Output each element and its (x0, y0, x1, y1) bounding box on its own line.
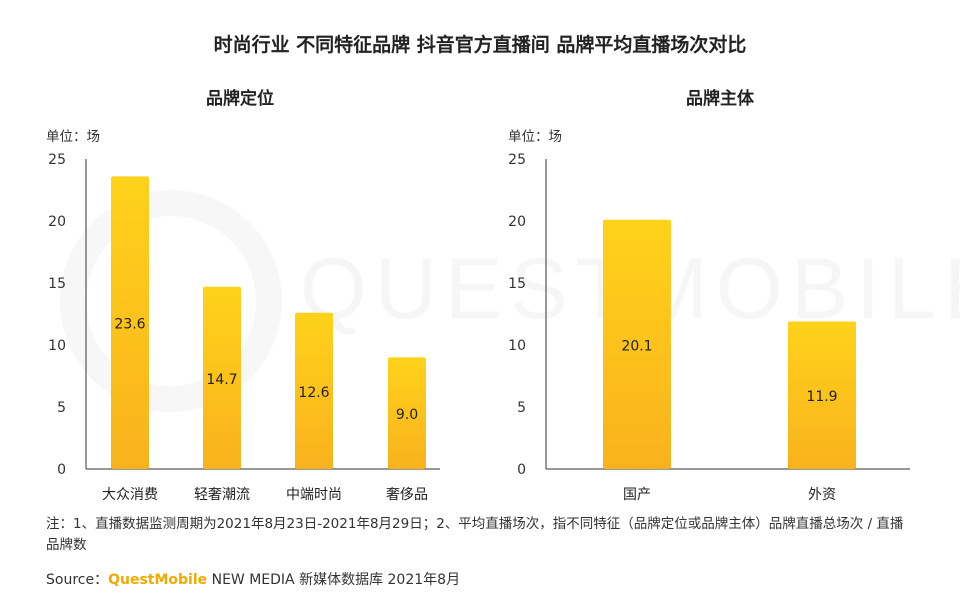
source-brand: QuestMobile (108, 572, 208, 588)
chart-1-y-tick-label: 0 (517, 462, 526, 478)
chart-0-y-tick-label: 20 (48, 214, 66, 230)
chart-1-title: 品牌主体 (686, 88, 755, 109)
chart-0-category-label: 中端时尚 (286, 487, 342, 503)
chart-1-category-label: 外资 (808, 487, 836, 503)
chart-0-y-tick-label: 5 (57, 400, 66, 416)
chart-0-category-label: 大众消费 (102, 487, 158, 503)
chart-0-data-label: 14.7 (206, 372, 237, 388)
chart-0-bar (295, 312, 333, 469)
chart-1-bar (788, 321, 856, 469)
chart-1-bar (603, 219, 671, 469)
chart-1-y-tick-label: 15 (508, 276, 526, 292)
chart-1-data-label: 20.1 (621, 338, 652, 354)
chart-0-y-tick-label: 0 (57, 462, 66, 478)
chart-1-y-tick-label: 10 (508, 338, 526, 354)
chart-0-bar (388, 357, 426, 469)
source-prefix: Source： (46, 572, 109, 588)
chart-1-y-tick-label: 20 (508, 214, 526, 230)
chart-0-category-label: 奢侈品 (386, 487, 428, 503)
footnote: 注：1、直播数据监测周期为2021年8月23日-2021年8月29日；2、平均直… (46, 516, 904, 553)
chart-0-y-tick-label: 10 (48, 338, 66, 354)
source-line: Source：QuestMobile NEW MEDIA 新媒体数据库 2021… (46, 569, 460, 589)
chart-1-y-tick-label: 25 (508, 152, 526, 168)
source-rest: NEW MEDIA 新媒体数据库 2021年8月 (207, 572, 461, 588)
chart-0-title: 品牌定位 (206, 88, 274, 109)
chart-0-bar (111, 176, 149, 470)
chart-1-unit-label: 单位：场 (508, 129, 562, 145)
chart-0-data-label: 9.0 (396, 407, 418, 423)
chart-1-category-label: 国产 (623, 487, 651, 503)
chart-0-y-tick-label: 15 (48, 276, 66, 292)
chart-0-unit-label: 单位：场 (46, 129, 100, 145)
chart-0-y-tick-label: 25 (48, 152, 66, 168)
chart-1-y-tick-label: 5 (517, 400, 526, 416)
page-title: 时尚行业 不同特征品牌 抖音官方直播间 品牌平均直播场次对比 (213, 34, 747, 56)
chart-0-bar (203, 286, 241, 469)
chart-0-data-label: 12.6 (298, 385, 329, 401)
chart-0-data-label: 23.6 (114, 317, 145, 333)
chart-0-category-label: 轻奢潮流 (194, 487, 250, 503)
chart-1-data-label: 11.9 (806, 389, 837, 405)
